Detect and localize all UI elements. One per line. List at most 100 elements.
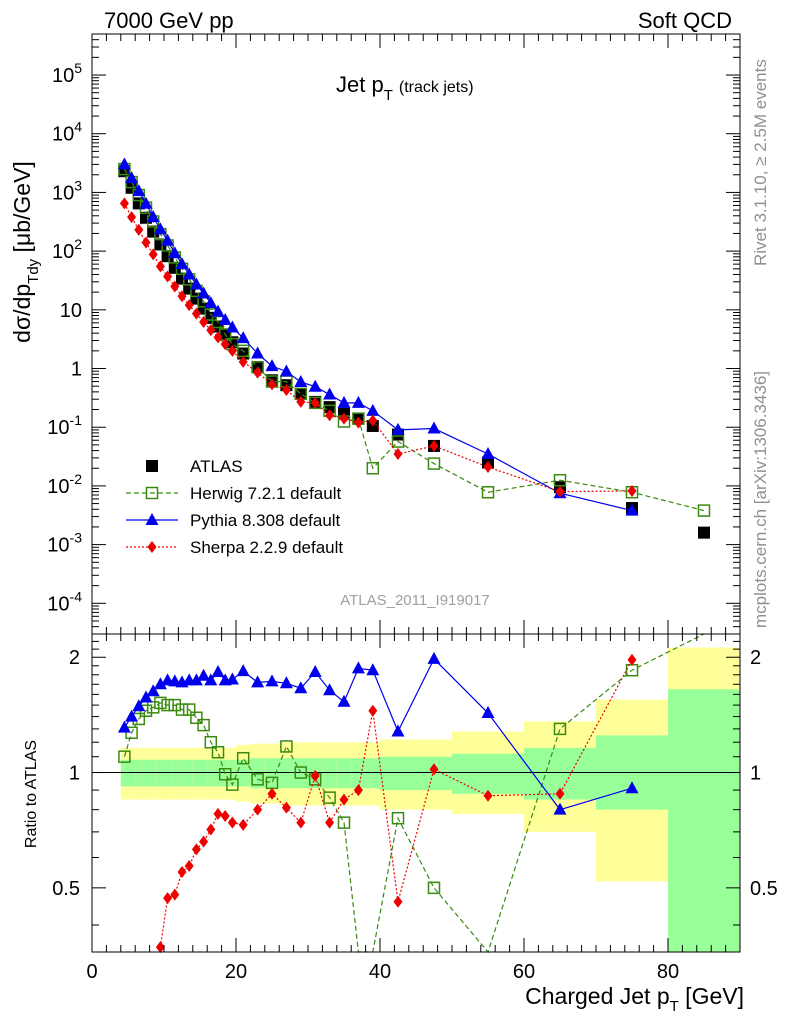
- data-point: [177, 865, 187, 878]
- data-point: [220, 338, 230, 351]
- data-point: [555, 787, 565, 800]
- y-tick-label: 10-1: [47, 412, 82, 439]
- x-axis-label: Charged Jet pT [GeV]: [525, 983, 744, 1015]
- data-point: [204, 673, 218, 686]
- data-point: [236, 664, 250, 677]
- series-pythia-main: [117, 157, 639, 516]
- data-point: [308, 665, 322, 678]
- data-point: [483, 789, 493, 802]
- data-point: [236, 751, 250, 765]
- data-point: [391, 724, 405, 737]
- band-inner: [185, 759, 193, 787]
- data-point: [294, 766, 308, 779]
- series-line-herwig: [123, 633, 705, 954]
- data-point: [427, 881, 441, 895]
- data-point: [125, 171, 139, 184]
- data-point: [163, 892, 173, 905]
- data-point: [141, 236, 151, 249]
- data-point: [339, 793, 349, 806]
- data-point: [625, 503, 639, 516]
- band-inner: [228, 759, 236, 787]
- ratio-plot-frame: [91, 633, 741, 953]
- data-point: [279, 364, 293, 377]
- data-point: [308, 379, 322, 392]
- data-point: [253, 366, 263, 379]
- data-point: [182, 703, 196, 716]
- band-inner: [120, 759, 128, 787]
- data-point: [368, 704, 378, 717]
- x-tick-label: 20: [225, 961, 247, 983]
- ratio-plot-series: [117, 633, 705, 954]
- data-point: [153, 222, 167, 235]
- data-point: [553, 722, 567, 736]
- data-point: [220, 810, 230, 823]
- series-herwig-ratio: [118, 633, 705, 954]
- data-point: [337, 694, 351, 707]
- data-point: [161, 250, 174, 263]
- x-tick-label: 40: [369, 961, 391, 983]
- band-inner: [135, 759, 143, 787]
- data-point: [294, 681, 308, 694]
- data-point: [267, 787, 277, 800]
- y-tick-label: 103: [52, 177, 82, 204]
- data-point: [134, 223, 144, 236]
- data-point: [238, 355, 248, 368]
- data-point: [391, 435, 405, 448]
- y-tick-label: 10-2: [47, 471, 82, 498]
- band-inner: [365, 758, 380, 789]
- data-point: [199, 316, 209, 329]
- header-right: Soft QCD: [638, 8, 732, 33]
- data-point: [225, 672, 239, 685]
- data-point: [323, 387, 337, 400]
- y-tick-label: 1: [71, 359, 82, 381]
- data-point: [161, 233, 175, 246]
- legend-item-sherpa: Sherpa 2.2.9 default: [126, 538, 343, 557]
- data-point: [238, 818, 248, 831]
- y-axis-label-sub: Tdy: [25, 258, 42, 284]
- data-point: [323, 791, 336, 804]
- data-point: [366, 663, 380, 676]
- data-point: [211, 745, 225, 759]
- ratio-y-tick-label-right: 0.5: [750, 878, 778, 900]
- series-pythia-ratio: [117, 651, 639, 815]
- data-point: [132, 699, 146, 712]
- legend-item-herwig: Herwig 7.2.1 default: [126, 484, 341, 503]
- data-point: [353, 416, 363, 429]
- legend-label: Pythia 8.308 default: [190, 511, 341, 530]
- y-tick-label: 105: [52, 60, 82, 87]
- data-point: [391, 811, 405, 825]
- series-sherpa-main: [119, 197, 637, 498]
- data-point: [429, 763, 439, 776]
- data-point: [366, 461, 380, 475]
- axis-ticks: [91, 33, 741, 952]
- data-point: [339, 412, 349, 425]
- data-point: [251, 675, 265, 688]
- data-point: [366, 403, 380, 416]
- data-point: [325, 816, 335, 829]
- band-inner: [214, 759, 222, 787]
- data-point: [177, 290, 187, 303]
- data-point: [251, 346, 265, 359]
- band-inner: [351, 758, 366, 789]
- data-point: [139, 196, 153, 209]
- data-point: [236, 331, 250, 344]
- data-point: [253, 803, 263, 816]
- data-point: [310, 769, 320, 782]
- band-inner: [322, 758, 337, 789]
- data-point: [168, 246, 182, 259]
- data-point: [161, 698, 174, 712]
- data-point: [251, 773, 264, 786]
- x-tick-label: 80: [657, 961, 679, 983]
- data-point: [155, 941, 165, 954]
- band-inner: [207, 759, 215, 787]
- data-point: [211, 665, 225, 678]
- data-point: [191, 307, 201, 320]
- data-point: [279, 676, 293, 689]
- data-point: [627, 484, 637, 497]
- data-point: [226, 778, 239, 791]
- data-point: [117, 157, 131, 170]
- band-inner: [452, 753, 524, 794]
- data-point: [153, 677, 167, 690]
- data-point: [483, 460, 493, 473]
